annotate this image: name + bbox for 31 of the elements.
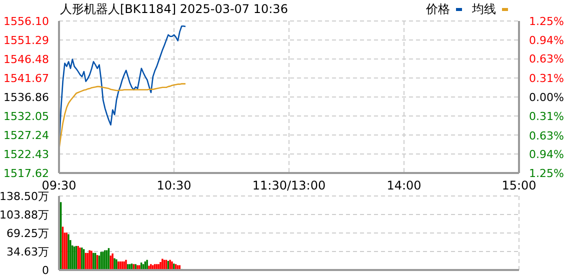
y-tick-label: 1517.62 [4, 167, 49, 180]
y2-tick-label: 1.25% [529, 15, 564, 28]
y-tick-label: 1546.48 [4, 53, 49, 66]
y2-tick-label: 0.94% [529, 148, 564, 162]
y2-tick-label: 0.00% [529, 91, 564, 104]
chart-title: 人形机器人[BK1184] 2025-03-07 10:36 [60, 1, 288, 18]
legend-label: 价格 [426, 1, 451, 18]
y2-tick-label: 0.63% [529, 129, 564, 142]
y-tick-label: 1536.86 [4, 91, 49, 104]
y2-tick-label: 0.94% [529, 34, 564, 47]
x-tick-label: 15:00 [502, 178, 536, 193]
y-tick-label: 1551.29 [4, 34, 49, 47]
y-tick-label: 1522.43 [4, 148, 49, 161]
legend-label: 均线 [472, 1, 497, 18]
y-tick-label: 103.88万 [0, 208, 49, 222]
y-tick-label: 1527.24 [4, 129, 49, 142]
y-tick-label: 69.25万 [6, 227, 49, 240]
y2-tick-label: 0.31% [529, 72, 564, 86]
x-tick-label: 14:00 [386, 178, 422, 193]
x-tick-label: 10:30 [156, 178, 192, 193]
y2-tick-label: 0.31% [529, 110, 564, 123]
y-tick-label: 1556.10 [4, 15, 49, 28]
y-tick-label: 1532.05 [4, 110, 49, 123]
y2-tick-label: 1.25% [529, 167, 564, 180]
y2-tick-label: 0.63% [529, 52, 564, 66]
y-tick-label: 1541.67 [4, 72, 49, 85]
y-tick-label: 138.50万 [0, 190, 49, 203]
x-tick-label: 09:30 [42, 178, 76, 193]
x-tick-label: 11:30/13:00 [252, 178, 326, 193]
y-tick-label: 34.63万 [6, 245, 49, 258]
y-tick-label: 0 [42, 264, 49, 276]
